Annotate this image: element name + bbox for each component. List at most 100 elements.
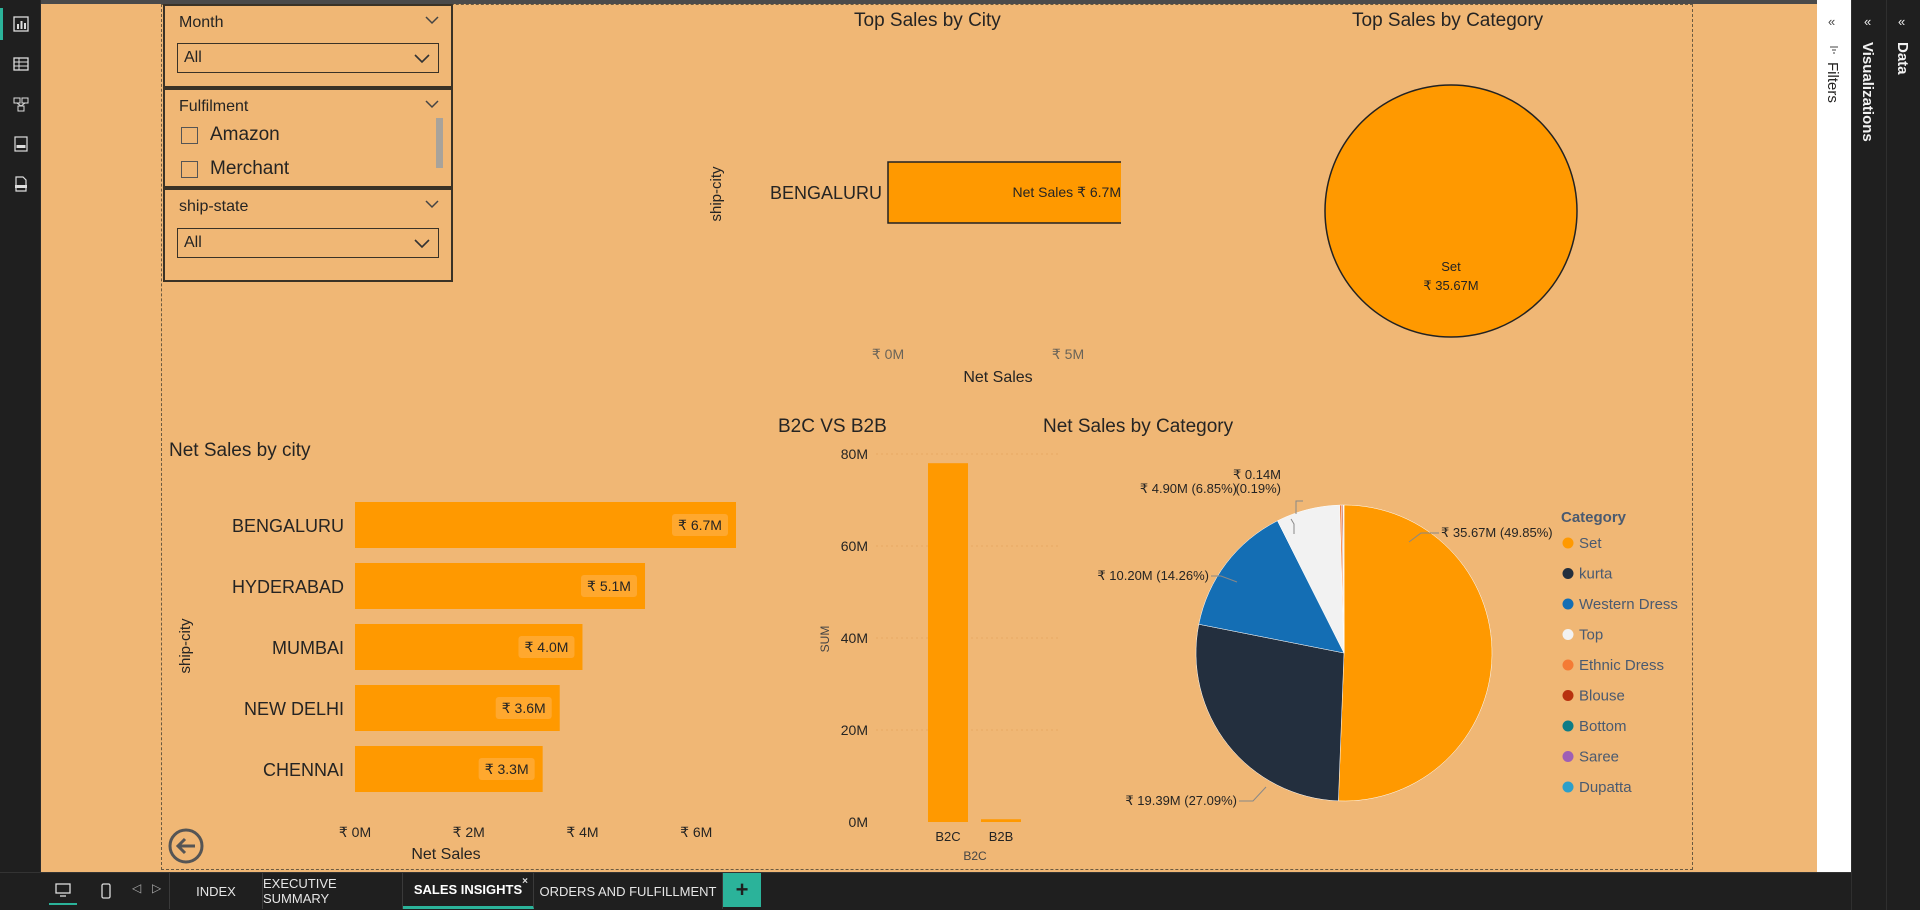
tab-executive-summary[interactable]: EXECUTIVE SUMMARY [263, 873, 403, 909]
view-switcher-rail [0, 0, 41, 872]
legend-marker [1562, 751, 1574, 762]
top-sales-category-pie[interactable]: Set ₹ 35.67M [1321, 79, 1591, 349]
chevron-down-icon[interactable] [425, 199, 439, 209]
legend-item[interactable]: Set [1579, 535, 1602, 552]
option-amazon[interactable]: Amazon [181, 124, 280, 146]
add-page-button[interactable]: + [723, 873, 761, 907]
option-merchant[interactable]: Merchant [181, 158, 289, 180]
legend-item[interactable]: Saree [1579, 749, 1619, 766]
x-tick-label: ₹ 0M [339, 824, 371, 840]
dax-query-icon[interactable] [0, 124, 41, 164]
net-sales-category-pie[interactable]: ₹ 35.67M (49.85%) ₹ 10.20M (14.26%) ₹ 4.… [1041, 459, 1781, 839]
data-label[interactable]: Data [1894, 42, 1911, 75]
model-view-icon[interactable] [0, 84, 41, 124]
month-slicer[interactable]: Month All [163, 4, 453, 88]
legend-item[interactable]: Ethnic Dress [1579, 657, 1664, 674]
data-label: ₹ 6.7M [678, 517, 722, 533]
legend-title: Category [1561, 509, 1627, 526]
net-sales-city-title: Net Sales by city [169, 440, 311, 461]
data-label-set: ₹ 35.67M (49.85%) [1441, 525, 1553, 540]
category-label: BENGALURU [232, 516, 344, 536]
next-page-icon[interactable]: ▷ [152, 881, 162, 895]
expand-visualizations-icon[interactable]: « [1864, 14, 1872, 29]
pie-slice[interactable] [1198, 520, 1345, 654]
tmdl-view-icon[interactable] [0, 164, 41, 204]
data-label-kurta: ₹ 19.39M (27.09%) [1125, 793, 1237, 808]
data-label-ethnic-pct: (0.19%) [1235, 481, 1281, 496]
expand-data-icon[interactable]: « [1898, 14, 1906, 29]
net-sales-city-chart[interactable]: ship-city BENGALURU ₹ 6.7M HYDERABAD ₹ 5.1M… [166, 474, 766, 874]
data-pane[interactable]: « Data [1886, 0, 1920, 910]
category-label: CHENNAI [263, 760, 344, 780]
visualizations-label[interactable]: Visualizations [1859, 42, 1876, 142]
tab-sales-insights[interactable]: SALES INSIGHTS × [403, 873, 534, 909]
pie-slice-set[interactable] [1324, 84, 1578, 338]
previous-page-icon[interactable]: ◁ [132, 881, 142, 895]
x-tick-label: ₹ 6M [680, 824, 712, 840]
top-sales-city-chart[interactable]: ship-city BENGALURU Net Sales ₹ 6.7M ₹ 0… [681, 134, 1121, 394]
y-tick-label: 20M [841, 722, 868, 738]
legend-item[interactable]: Top [1579, 627, 1603, 644]
filters-label[interactable]: Filters [1824, 62, 1841, 103]
expand-filters-icon[interactable]: « [1828, 14, 1836, 29]
tab-label: ORDERS AND FULFILLMENT [539, 883, 717, 899]
tab-index[interactable]: INDEX [169, 873, 263, 909]
y-tick-label: 60M [841, 538, 868, 554]
filters-pane[interactable]: « Filters [1817, 0, 1851, 872]
data-label: ₹ 5.1M [587, 578, 631, 594]
legend-marker [1562, 781, 1574, 793]
back-arrow-icon[interactable] [167, 827, 207, 867]
report-view-icon[interactable] [0, 4, 41, 44]
legend-marker [1562, 659, 1574, 671]
report-canvas: Month All Fulfilment Amazon Merchant shi… [41, 0, 1817, 872]
filter-icon [1830, 46, 1838, 54]
table-view-icon[interactable] [0, 44, 41, 84]
month-dropdown[interactable]: All [177, 43, 439, 73]
tab-label: EXECUTIVE SUMMARY [263, 876, 337, 906]
data-label-bg [478, 758, 535, 780]
desktop-layout-icon[interactable] [49, 877, 77, 905]
chevron-down-icon[interactable] [425, 99, 439, 109]
y-tick-label: 0M [849, 814, 868, 830]
x-tick-label: ₹ 4M [566, 824, 598, 840]
legend-item[interactable]: Blouse [1579, 688, 1625, 705]
slicer-title: Month [179, 14, 224, 31]
category-label: BENGALURU [770, 183, 882, 203]
slicer-scrollbar[interactable] [436, 118, 443, 168]
legend-marker [1562, 598, 1574, 610]
legend-item[interactable]: Western Dress [1579, 596, 1678, 613]
checkbox[interactable] [181, 126, 198, 144]
fulfilment-slicer[interactable]: Fulfilment Amazon Merchant [163, 88, 453, 188]
chevron-down-icon [414, 239, 430, 249]
page-boundary [161, 4, 1693, 870]
slice-value: ₹ 35.67M [1423, 278, 1478, 293]
visualizations-pane[interactable]: « Visualizations [1851, 0, 1886, 910]
data-label: ₹ 3.3M [485, 761, 529, 777]
y-ticks-group: 0M 20M 40M 60M 80M [841, 446, 1061, 830]
legend-item[interactable]: Dupatta [1579, 779, 1632, 796]
ship-state-dropdown[interactable]: All [177, 228, 439, 258]
bar[interactable] [887, 161, 1121, 224]
slicer-title: ship-state [179, 198, 249, 215]
chevron-down-icon[interactable] [425, 15, 439, 25]
legend-item[interactable]: Bottom [1579, 718, 1627, 735]
legend-item[interactable]: kurta [1579, 566, 1613, 583]
checkbox[interactable] [181, 160, 198, 178]
data-label-ethnic-value: ₹ 0.14M [1233, 467, 1281, 482]
data-label-western-dress: ₹ 10.20M (14.26%) [1097, 568, 1209, 583]
tab-orders-and-fulfillment[interactable]: ORDERS AND FULFILLMENT [534, 873, 723, 909]
pie-slice[interactable] [1338, 504, 1493, 802]
legend-marker [1562, 720, 1574, 732]
legend-marker [1562, 568, 1574, 579]
ship-state-slicer[interactable]: ship-state All [163, 188, 453, 282]
data-label-bg [518, 636, 575, 658]
b2c-b2b-title: B2C VS B2B [778, 416, 887, 437]
bar[interactable] [981, 819, 1021, 822]
close-icon[interactable]: × [522, 876, 528, 887]
mobile-layout-icon[interactable] [92, 877, 120, 905]
bar[interactable] [928, 463, 968, 822]
option-label: Amazon [210, 124, 280, 145]
pie-slice[interactable] [1195, 623, 1345, 802]
